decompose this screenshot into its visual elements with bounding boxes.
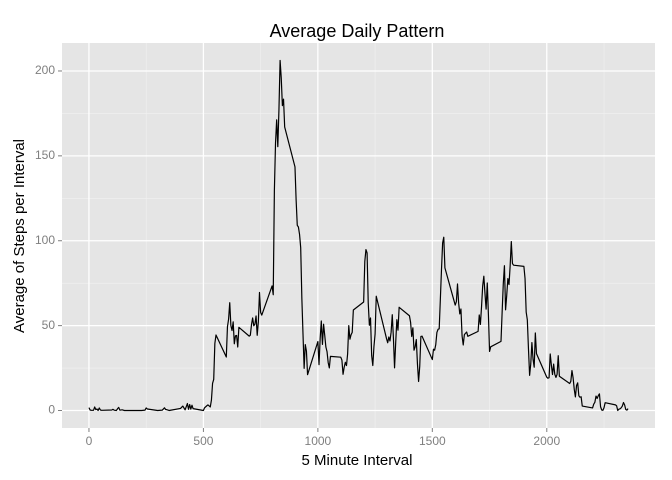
y-tick-label: 150 [35, 148, 55, 162]
x-axis-title: 5 Minute Interval [302, 452, 413, 469]
x-tick-label: 0 [86, 434, 93, 448]
line-series [88, 59, 629, 412]
x-tick-label: 1500 [419, 434, 446, 448]
x-tick-label: 1000 [305, 434, 332, 448]
y-tick-label: 50 [42, 318, 56, 332]
x-tick-label: 2000 [533, 434, 560, 448]
x-tick-label: 500 [193, 434, 213, 448]
y-tick-label: 200 [35, 63, 55, 77]
y-axis-title: Average of Steps per Interval [11, 139, 28, 333]
y-tick-label: 100 [35, 233, 55, 247]
chart-title: Average Daily Pattern [270, 21, 445, 41]
panel [62, 43, 655, 428]
y-tick-label: 0 [48, 403, 55, 417]
